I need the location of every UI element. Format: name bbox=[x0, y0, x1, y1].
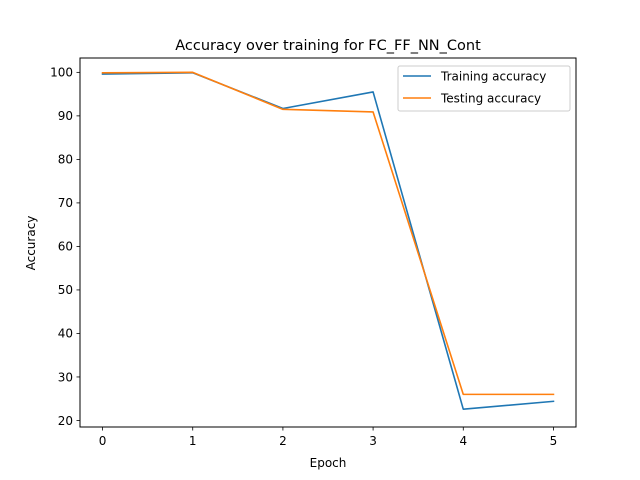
plot-area: 0 1 2 3 4 5 20 30 40 50 60 70 80 90 100 bbox=[50, 57, 577, 448]
y-tick-label: 50 bbox=[58, 283, 73, 297]
x-tick-label: 3 bbox=[369, 434, 377, 448]
x-tick-label: 4 bbox=[459, 434, 467, 448]
legend-box bbox=[397, 65, 571, 112]
legend-label-training: Training accuracy bbox=[440, 69, 546, 83]
y-tick-label: 60 bbox=[58, 240, 73, 254]
x-tick-label: 5 bbox=[550, 434, 558, 448]
x-tick-label: 2 bbox=[279, 434, 287, 448]
y-axis-ticks: 20 30 40 50 60 70 80 90 100 bbox=[50, 66, 80, 428]
series-line-training bbox=[101, 71, 555, 410]
x-axis-label: Epoch bbox=[310, 456, 347, 470]
legend-label-testing: Testing accuracy bbox=[440, 91, 541, 105]
y-tick-label: 30 bbox=[58, 370, 73, 384]
series-line-testing bbox=[101, 71, 555, 396]
legend: Training accuracy Testing accuracy bbox=[397, 65, 571, 112]
y-tick-label: 40 bbox=[58, 327, 73, 341]
series-lines bbox=[101, 71, 555, 410]
x-tick-label: 0 bbox=[99, 434, 107, 448]
y-tick-label: 20 bbox=[58, 414, 73, 428]
x-axis-ticks: 0 1 2 3 4 5 bbox=[99, 427, 558, 448]
y-tick-label: 90 bbox=[58, 109, 73, 123]
y-axis-label: Accuracy bbox=[24, 216, 38, 271]
y-tick-label: 80 bbox=[58, 153, 73, 167]
chart-title: Accuracy over training for FC_FF_NN_Cont bbox=[175, 38, 481, 54]
x-tick-label: 1 bbox=[189, 434, 197, 448]
y-tick-label: 70 bbox=[58, 196, 73, 210]
y-tick-label: 100 bbox=[50, 66, 73, 80]
plot-frame bbox=[79, 57, 577, 428]
